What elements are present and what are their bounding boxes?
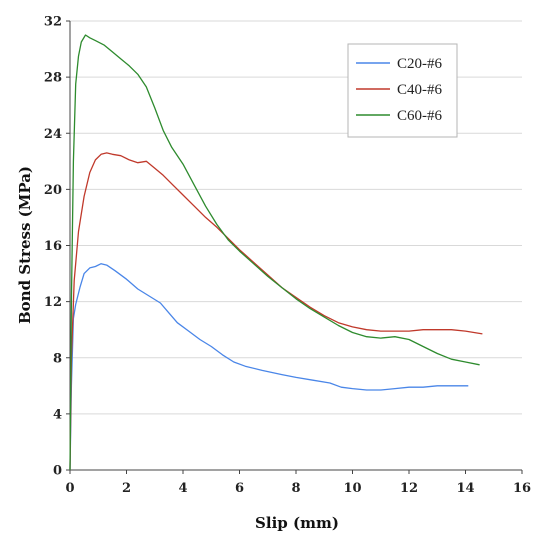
y-axis-title: Bond Stress (MPa)	[16, 166, 34, 324]
y-tick-label: 12	[44, 295, 62, 310]
legend-label-c20-6: C20-#6	[397, 56, 443, 72]
x-tick-label: 4	[178, 481, 187, 496]
x-tick-label: 16	[513, 481, 531, 496]
y-tick-label: 20	[44, 183, 62, 198]
series-lines	[69, 34, 483, 471]
x-tick-label: 12	[400, 481, 418, 496]
x-tick-label: 0	[65, 481, 74, 496]
series-line-c20-6	[69, 263, 469, 471]
x-tick-label: 2	[122, 481, 131, 496]
series-line-c60-6	[69, 34, 480, 471]
x-tick-label: 14	[456, 481, 474, 496]
x-tick-label: 6	[235, 481, 244, 496]
y-tick-label: 28	[44, 71, 62, 86]
legend-label-c40-6: C40-#6	[397, 82, 443, 98]
y-tick-label: 32	[44, 15, 62, 30]
y-tick-label: 0	[53, 464, 62, 479]
y-tick-label: 4	[53, 407, 62, 422]
y-tick-label: 8	[53, 351, 62, 366]
y-tick-label: 16	[44, 239, 62, 254]
x-axis-title: Slip (mm)	[255, 514, 339, 532]
y-tick-label: 24	[44, 127, 62, 142]
x-tick-label: 10	[343, 481, 361, 496]
legend-label-c60-6: C60-#6	[397, 108, 443, 124]
legend: C20-#6 C40-#6 C60-#6	[347, 43, 458, 138]
legend-box	[347, 43, 458, 138]
x-tick-label: 8	[291, 481, 300, 496]
series-line-c40-6	[69, 152, 483, 471]
grid-lines	[70, 20, 522, 415]
